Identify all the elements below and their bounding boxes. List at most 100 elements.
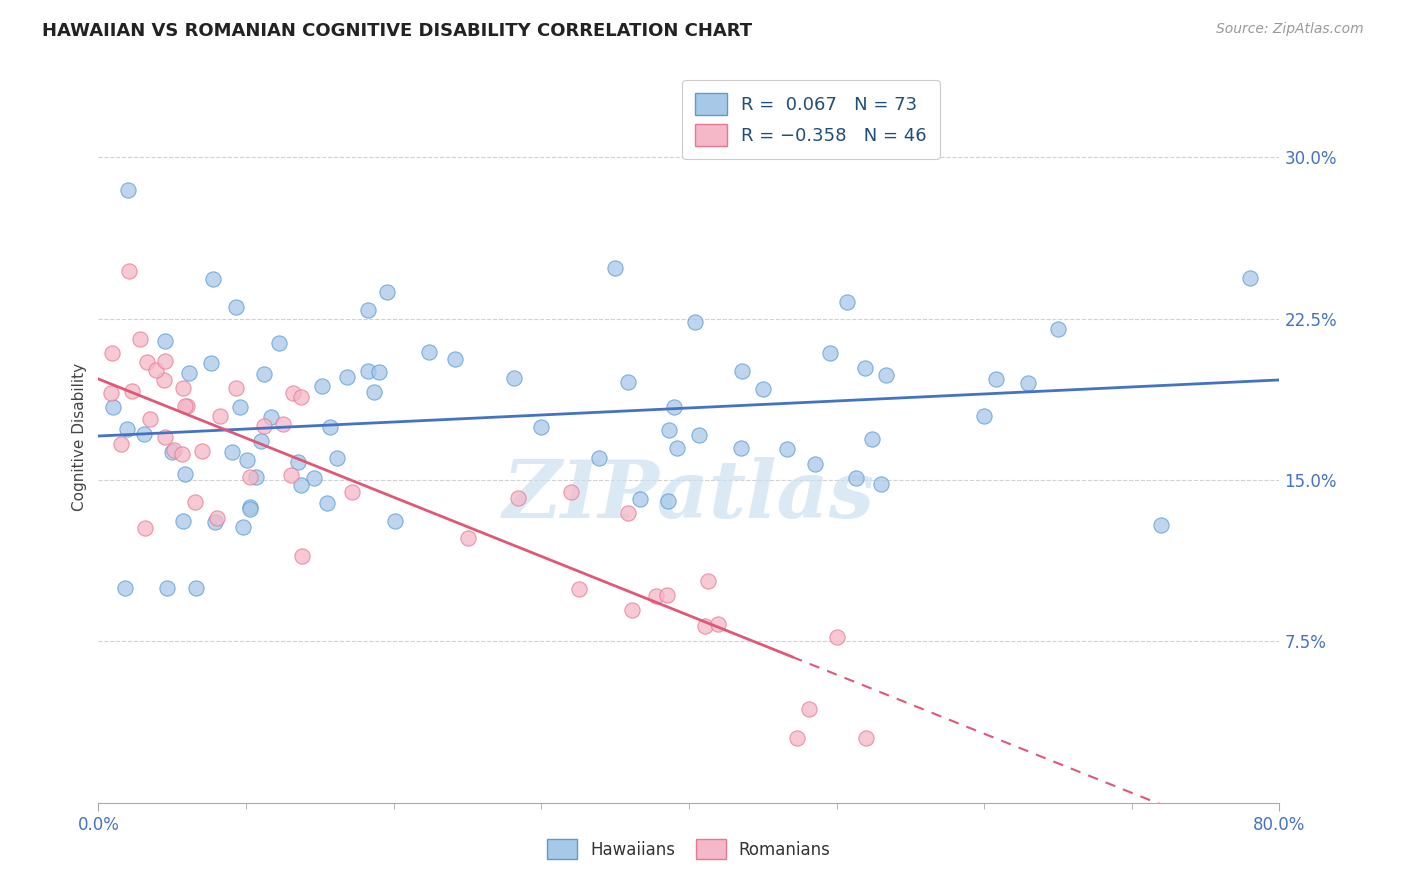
Point xyxy=(153,430,176,444)
Point xyxy=(204,516,226,530)
Point xyxy=(118,264,141,278)
Point xyxy=(502,371,524,385)
Point xyxy=(176,399,198,413)
Point xyxy=(1150,518,1173,533)
Text: Source: ZipAtlas.com: Source: ZipAtlas.com xyxy=(1216,22,1364,37)
Point xyxy=(657,588,679,602)
Point xyxy=(236,453,259,467)
Point xyxy=(139,412,162,426)
Text: ZIPatlas: ZIPatlas xyxy=(503,457,875,534)
Point xyxy=(170,447,193,461)
Point xyxy=(316,496,339,510)
Point xyxy=(177,366,200,380)
Point xyxy=(207,511,229,525)
Point xyxy=(605,260,627,275)
Point xyxy=(290,390,312,404)
Point xyxy=(153,334,176,348)
Point xyxy=(973,409,995,424)
Point xyxy=(156,581,179,595)
Point xyxy=(319,420,342,434)
Point xyxy=(287,455,309,469)
Point xyxy=(616,506,638,520)
Point xyxy=(363,384,385,399)
Point xyxy=(172,381,194,395)
Point xyxy=(186,581,208,595)
Point xyxy=(259,409,281,424)
Point xyxy=(271,417,294,432)
Point xyxy=(506,491,529,505)
Point xyxy=(253,367,276,381)
Point xyxy=(356,364,378,378)
Point xyxy=(239,469,262,483)
Point xyxy=(280,467,302,482)
Point xyxy=(644,589,666,603)
Point xyxy=(191,443,214,458)
Point xyxy=(657,494,679,508)
Point xyxy=(174,399,197,413)
Point xyxy=(804,457,827,471)
Point xyxy=(201,271,224,285)
Point xyxy=(617,376,640,390)
Point xyxy=(418,344,440,359)
Point xyxy=(984,372,1007,386)
Point xyxy=(568,582,591,597)
Point xyxy=(250,434,273,448)
Point xyxy=(110,436,132,450)
Point xyxy=(444,351,467,366)
Point xyxy=(153,373,176,387)
Point xyxy=(145,363,167,377)
Point xyxy=(302,470,325,484)
Point xyxy=(693,619,716,633)
Point xyxy=(101,345,124,359)
Point xyxy=(707,617,730,632)
Point xyxy=(825,630,848,644)
Point xyxy=(121,384,143,399)
Legend: Hawaiians, Romanians: Hawaiians, Romanians xyxy=(538,830,839,868)
Text: HAWAIIAN VS ROMANIAN COGNITIVE DISABILITY CORRELATION CHART: HAWAIIAN VS ROMANIAN COGNITIVE DISABILIT… xyxy=(42,22,752,40)
Point xyxy=(100,386,122,401)
Point xyxy=(530,420,553,434)
Point xyxy=(326,450,349,465)
Point xyxy=(114,581,136,595)
Point xyxy=(797,702,820,716)
Point xyxy=(267,335,290,350)
Point xyxy=(153,353,176,368)
Point xyxy=(1017,376,1039,390)
Point xyxy=(229,400,252,414)
Point xyxy=(697,574,720,588)
Point xyxy=(221,445,243,459)
Point xyxy=(628,492,651,507)
Point xyxy=(172,515,194,529)
Point xyxy=(870,476,893,491)
Point xyxy=(752,382,775,396)
Point xyxy=(134,521,156,535)
Point xyxy=(209,409,232,424)
Point xyxy=(225,381,247,395)
Point xyxy=(117,183,139,197)
Point xyxy=(730,441,752,455)
Point xyxy=(620,603,643,617)
Point xyxy=(340,485,363,500)
Point xyxy=(115,422,138,436)
Point xyxy=(776,442,799,456)
Point xyxy=(820,345,842,359)
Point xyxy=(225,300,247,314)
Point xyxy=(174,467,197,482)
Point xyxy=(239,500,262,514)
Point xyxy=(665,442,688,456)
Point xyxy=(875,368,897,382)
Point xyxy=(136,355,159,369)
Point xyxy=(837,295,859,310)
Point xyxy=(731,364,754,378)
Point xyxy=(560,484,582,499)
Point xyxy=(1046,321,1070,335)
Point xyxy=(232,519,254,533)
Point xyxy=(860,432,883,446)
Point xyxy=(184,494,207,508)
Point xyxy=(855,731,877,745)
Point xyxy=(336,369,359,384)
Point xyxy=(688,428,710,442)
Point xyxy=(853,360,876,375)
Point xyxy=(311,378,333,392)
Point xyxy=(1239,270,1261,285)
